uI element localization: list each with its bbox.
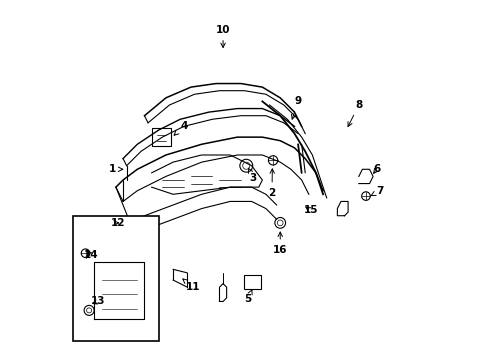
- Text: 7: 7: [370, 186, 383, 196]
- Text: 6: 6: [372, 164, 380, 174]
- Bar: [244, 275, 260, 289]
- Text: 9: 9: [291, 96, 301, 119]
- Text: 12: 12: [110, 218, 124, 228]
- Bar: [73, 216, 159, 341]
- Text: 16: 16: [272, 232, 287, 255]
- Text: 14: 14: [83, 250, 98, 260]
- Text: 1: 1: [108, 164, 122, 174]
- Text: 8: 8: [347, 100, 362, 126]
- Text: 13: 13: [91, 296, 105, 306]
- Text: 15: 15: [303, 205, 317, 215]
- Bar: [151, 128, 171, 146]
- Text: 5: 5: [244, 290, 252, 303]
- Text: 10: 10: [215, 25, 230, 48]
- Text: 4: 4: [174, 121, 187, 135]
- Text: 2: 2: [268, 169, 275, 198]
- Text: 11: 11: [183, 279, 200, 292]
- Text: 3: 3: [248, 168, 257, 183]
